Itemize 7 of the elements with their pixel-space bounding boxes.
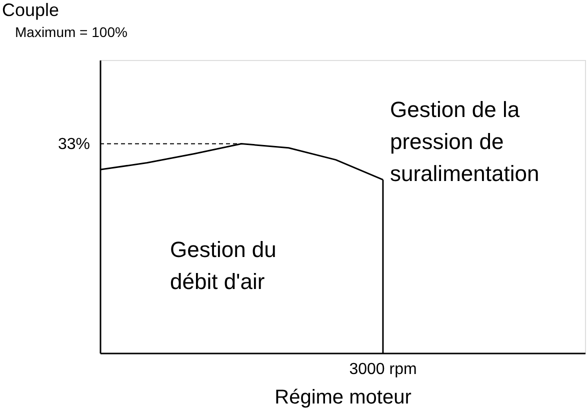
annotation: Gestion du débit d'air [170, 237, 276, 294]
annotation: Gestion de la pression de suralimentation [390, 97, 540, 186]
text: Maximum = 100% [15, 24, 128, 40]
text: Couple [2, 0, 60, 20]
x-axis-title: Régime moteur [274, 386, 412, 408]
annotation: 33% [58, 136, 90, 153]
text: 3000 rpm [349, 361, 417, 378]
